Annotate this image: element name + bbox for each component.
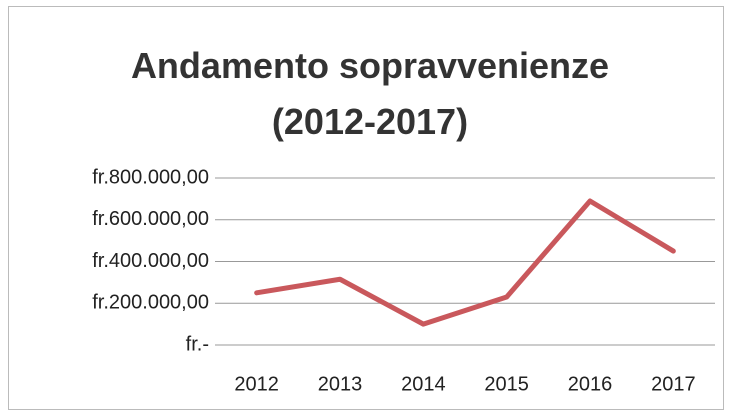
x-tick-label: 2012 — [234, 373, 279, 395]
chart-frame — [8, 6, 724, 410]
chart-title: Andamento sopravvenienze (2012-2017) — [130, 45, 610, 142]
x-tick-label: 2015 — [484, 373, 529, 395]
x-tick-label: 2017 — [651, 373, 696, 395]
y-tick-label: fr.600.000,00 — [92, 208, 209, 230]
x-tick-label: 2014 — [401, 373, 446, 395]
x-tick-label: 2016 — [568, 373, 613, 395]
line-series — [254, 198, 676, 327]
y-tick-label: fr.800.000,00 — [92, 166, 209, 188]
y-tick-label: fr.400.000,00 — [92, 250, 209, 272]
y-tick-label: fr.200.000,00 — [92, 292, 209, 314]
y-tick-label: fr.- — [186, 333, 209, 355]
x-tick-label: 2013 — [318, 373, 363, 395]
